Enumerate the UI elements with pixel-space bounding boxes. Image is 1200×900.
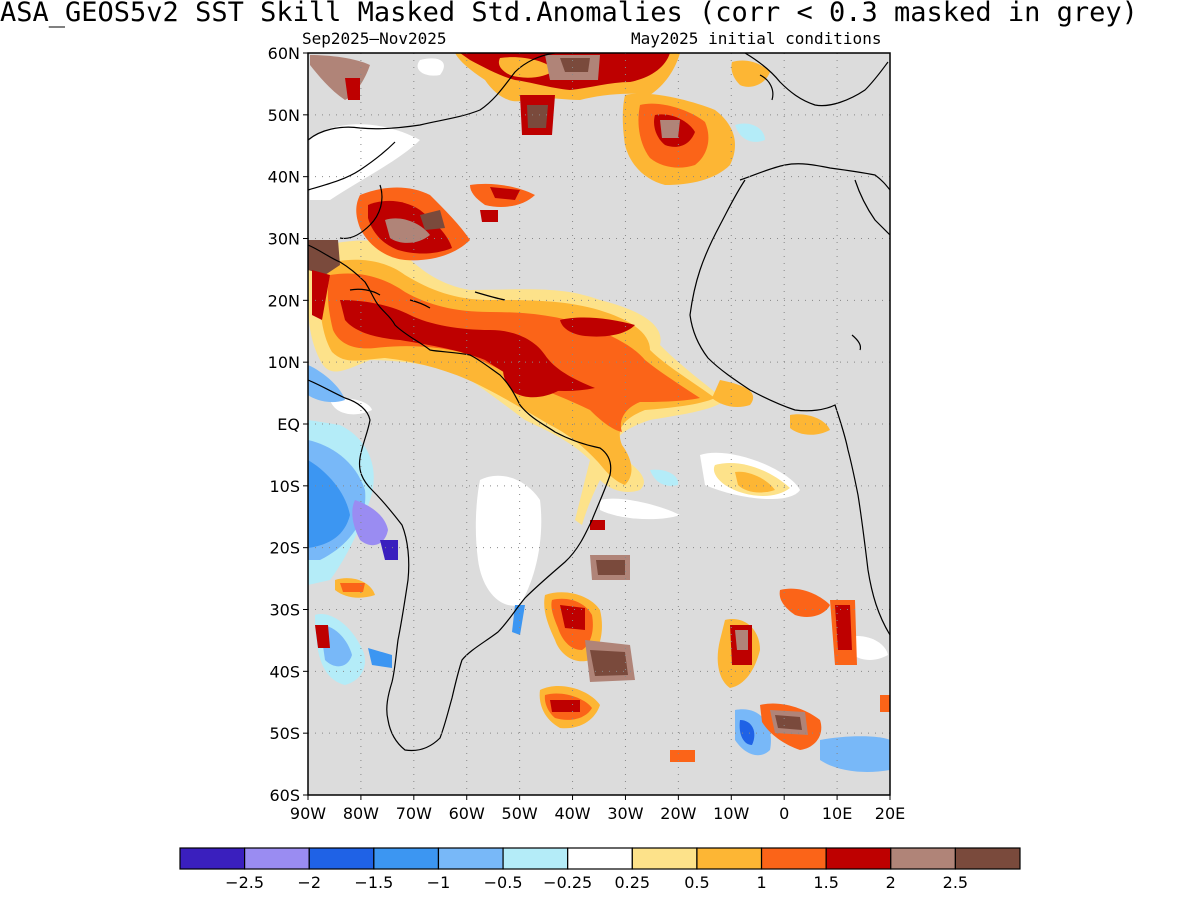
longitude-tick-label: 70W — [396, 804, 432, 823]
latitude-tick-label: 50N — [268, 106, 300, 125]
colorbar-label: 2.5 — [943, 873, 968, 892]
colorbar-label: −2 — [297, 873, 321, 892]
colorbar-swatch — [437, 847, 504, 870]
colorbar-label: 1.5 — [813, 873, 838, 892]
longitude-tick-label: 60W — [449, 804, 485, 823]
colorbar-label: 0.25 — [614, 873, 650, 892]
longitude-tick-label: 90W — [290, 804, 326, 823]
colorbar-label: 2 — [886, 873, 896, 892]
positive-anomaly-regions — [308, 53, 890, 762]
graticule — [308, 53, 890, 795]
colorbar-label: −1 — [427, 873, 451, 892]
longitude-tick-label: 20E — [875, 804, 905, 823]
map-plot-area — [308, 53, 890, 795]
latitude-tick-label: 40N — [268, 168, 300, 187]
axis-ticks — [303, 52, 891, 800]
latitude-tick-label: 60S — [269, 786, 300, 805]
longitude-tick-label: 10W — [713, 804, 749, 823]
longitude-tick-label: 50W — [502, 804, 538, 823]
negative-anomaly-regions — [308, 123, 890, 772]
colorbar-swatch — [631, 847, 698, 870]
colorbar-swatch — [825, 847, 892, 870]
longitude-tick-label: 0 — [779, 804, 789, 823]
colorbar-swatch — [696, 847, 763, 870]
colorbar-label: 0.5 — [684, 873, 709, 892]
colorbar-swatch — [244, 847, 310, 870]
latitude-tick-label: 30N — [268, 230, 300, 249]
forecast-period-label: Sep2025–Nov2025 — [302, 29, 447, 48]
latitude-tick-label: 30S — [269, 601, 300, 620]
longitude-tick-label: 80W — [343, 804, 379, 823]
longitude-tick-label: 20W — [660, 804, 696, 823]
colorbar-swatch — [179, 847, 246, 870]
latitude-tick-label: 20N — [268, 291, 300, 310]
colorbar-swatch — [890, 847, 956, 870]
initial-conditions-label: May2025 initial conditions — [631, 29, 882, 48]
figure-title: ASA_GEOS5v2 SST Skill Masked Std.Anomali… — [0, 0, 1138, 28]
colorbar-label: 1 — [756, 873, 766, 892]
colorbar-label: −2.5 — [225, 873, 264, 892]
latitude-tick-label: 60N — [268, 44, 300, 63]
colorbar-swatch — [954, 847, 1021, 870]
colorbar-swatch — [502, 847, 569, 870]
colorbar-swatch — [308, 847, 375, 870]
colorbar: −2.5 −2 −1.5 −1 −0.5 −0.25 0.25 0.5 1 1.5 2 2.5 — [179, 847, 1021, 892]
colorbar-label: −0.5 — [484, 873, 523, 892]
latitude-tick-label: 10N — [268, 353, 300, 372]
longitude-tick-label: 40W — [554, 804, 590, 823]
latitude-tick-label: 40S — [269, 662, 300, 681]
latitude-tick-label: EQ — [277, 415, 300, 434]
longitude-tick-label: 10E — [822, 804, 852, 823]
coastlines — [308, 53, 890, 752]
latitude-tick-label: 50S — [269, 724, 300, 743]
latitude-tick-label: 10S — [269, 477, 300, 496]
longitude-tick-label: 30W — [607, 804, 643, 823]
colorbar-swatch — [760, 847, 827, 870]
colorbar-label: −1.5 — [354, 873, 393, 892]
axis-labels: 60N 50N 40N 30N 20N 10N EQ 10S 20S 30S 40S 50S 60S90… — [268, 44, 906, 823]
colorbar-swatch — [567, 847, 633, 870]
colorbar-label: −0.25 — [543, 873, 592, 892]
latitude-tick-label: 20S — [269, 539, 300, 558]
colorbar-swatch — [373, 847, 440, 870]
